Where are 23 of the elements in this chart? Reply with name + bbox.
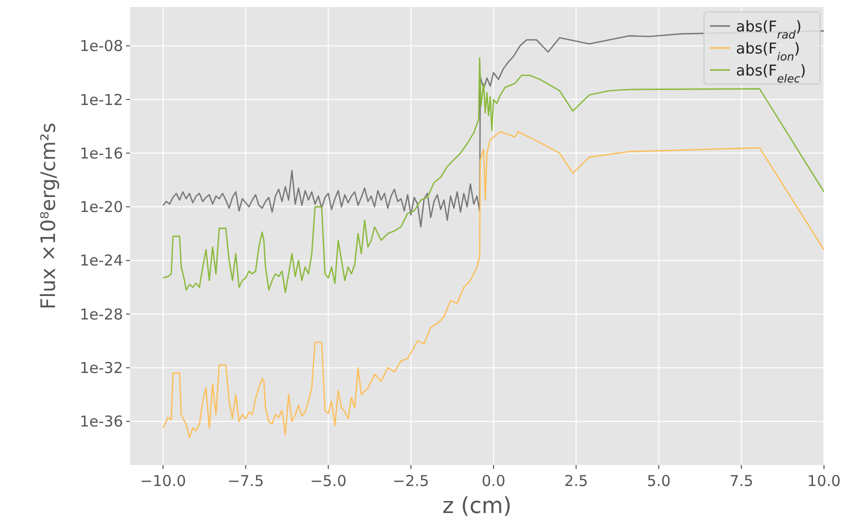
legend-label: abs(F$_{rad}$) — [736, 17, 802, 41]
y-tick-label: 1e-32 — [80, 358, 123, 377]
y-tick-label: 1e-20 — [80, 198, 123, 216]
x-tick-label: −5.0 — [310, 472, 347, 490]
legend-label: abs(F$_{ion}$) — [736, 39, 800, 63]
y-tick-label: 1e-24 — [80, 252, 123, 270]
y-tick-label: 1e-12 — [80, 90, 123, 109]
legend-label: abs(F$_{elec}$) — [736, 61, 806, 85]
x-tick-label: 0.0 — [482, 472, 506, 490]
x-axis-title: z (cm) — [442, 494, 512, 519]
x-tick-label: 5.0 — [646, 472, 671, 490]
y-tick-label: 1e-08 — [80, 37, 123, 56]
y-tick-label: 1e-36 — [80, 412, 123, 431]
x-tick-label: −2.5 — [392, 472, 430, 490]
x-tick-label: −7.5 — [227, 472, 264, 490]
line-series — [162, 131, 824, 438]
x-tick-label: 10.0 — [807, 472, 841, 490]
y-axis-title: Flux ×10⁸erg/cm²s — [36, 122, 60, 310]
x-tick-label: 7.5 — [729, 472, 754, 490]
y-tick-label: 1e-28 — [80, 305, 123, 324]
y-tick-label: 1e-16 — [80, 144, 123, 162]
x-tick-label: 2.5 — [564, 472, 588, 490]
x-tick-label: −10.0 — [140, 472, 186, 490]
